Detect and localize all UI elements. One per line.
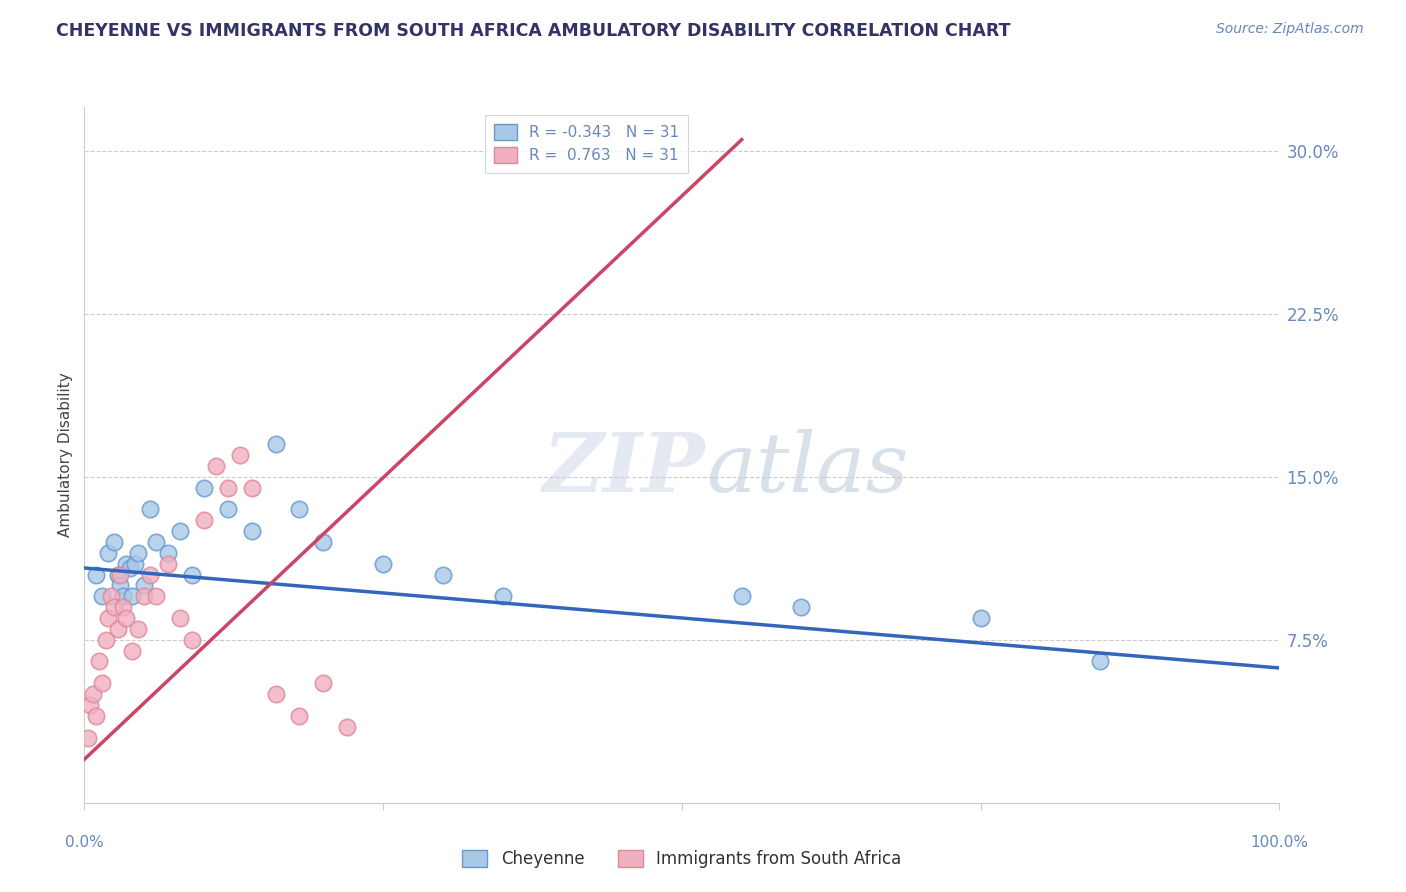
Point [193, 481, 215, 495]
Text: CHEYENNE VS IMMIGRANTS FROM SOUTH AFRICA AMBULATORY DISABILITY CORRELATION CHART: CHEYENNE VS IMMIGRANTS FROM SOUTH AFRICA… [56, 22, 1011, 40]
Point [240, 524, 263, 538]
Point [157, 557, 180, 571]
Point [731, 589, 754, 603]
Point [264, 687, 287, 701]
Point [217, 481, 239, 495]
Point [87, 655, 110, 669]
Point [100, 589, 122, 603]
Text: Source: ZipAtlas.com: Source: ZipAtlas.com [1216, 22, 1364, 37]
Point [205, 458, 228, 473]
Point [132, 578, 156, 592]
Point [139, 567, 162, 582]
Point [169, 524, 191, 538]
Point [94, 632, 117, 647]
Point [145, 589, 167, 603]
Point [110, 567, 132, 582]
Point [288, 708, 311, 723]
Text: 0.0%: 0.0% [65, 836, 104, 850]
Point [115, 611, 138, 625]
Point [107, 567, 129, 582]
Point [228, 448, 250, 462]
Point [121, 589, 143, 603]
Point [492, 589, 515, 603]
Point [121, 643, 143, 657]
Point [111, 589, 134, 603]
Point [84, 567, 107, 582]
Point [124, 557, 146, 571]
Point [84, 708, 107, 723]
Point [1088, 655, 1111, 669]
Point [312, 535, 335, 549]
Point [110, 578, 132, 592]
Point [157, 546, 180, 560]
Point [193, 513, 215, 527]
Point [97, 611, 120, 625]
Point [77, 731, 100, 745]
Point [132, 589, 156, 603]
Point [240, 481, 263, 495]
Point [970, 611, 993, 625]
Point [103, 600, 125, 615]
Point [91, 676, 114, 690]
Point [79, 698, 101, 712]
Point [127, 546, 149, 560]
Point [91, 589, 114, 603]
Point [432, 567, 454, 582]
Point [103, 535, 125, 549]
Point [180, 632, 202, 647]
Y-axis label: Ambulatory Disability: Ambulatory Disability [58, 373, 73, 537]
Text: atlas: atlas [706, 429, 908, 508]
Point [217, 502, 239, 516]
Point [115, 557, 138, 571]
Point [127, 622, 149, 636]
Point [169, 611, 191, 625]
Point [82, 687, 104, 701]
Text: ZIP: ZIP [543, 429, 706, 508]
Point [371, 557, 394, 571]
Point [97, 546, 120, 560]
Text: 100.0%: 100.0% [1250, 836, 1309, 850]
Point [107, 622, 129, 636]
Point [139, 502, 162, 516]
Point [288, 502, 311, 516]
Point [145, 535, 167, 549]
Point [312, 676, 335, 690]
Point [790, 600, 813, 615]
Point [264, 437, 287, 451]
Point [111, 600, 134, 615]
Point [118, 561, 141, 575]
Point [336, 720, 359, 734]
Legend: Cheyenne, Immigrants from South Africa: Cheyenne, Immigrants from South Africa [456, 843, 908, 874]
Point [180, 567, 202, 582]
